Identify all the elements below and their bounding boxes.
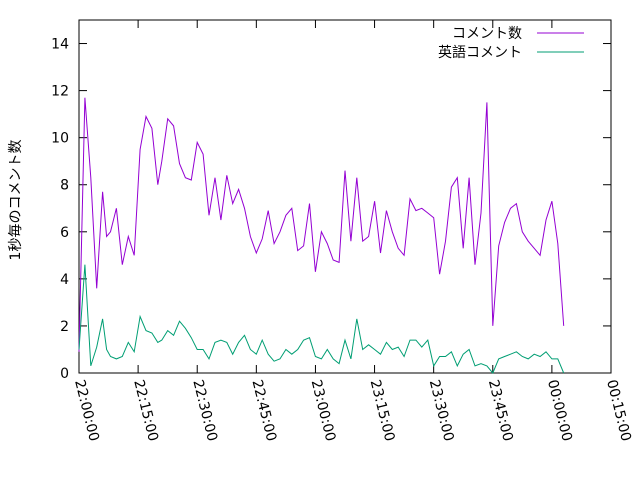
x-axis-ticks: 22:00:00 22:15:00 22:30:00 22:45:00 23:00:00… — [71, 20, 634, 443]
x-tick-label: 22:15:00 — [130, 378, 161, 443]
legend-label-0: コメント数 — [452, 26, 522, 42]
x-tick-label: 23:15:00 — [367, 378, 398, 443]
y-tick-label: 6 — [60, 225, 69, 241]
y-tick-label: 2 — [60, 319, 69, 335]
y-axis-ticks: 0 2 4 6 8 10 12 14 — [51, 37, 611, 382]
y-tick-label: 12 — [51, 84, 69, 100]
x-tick-label: 23:30:00 — [426, 378, 457, 443]
series-line-0 — [78, 97, 565, 352]
plot-frame — [78, 19, 612, 374]
x-tick-label: 23:00:00 — [308, 378, 339, 443]
x-tick-label: 00:15:00 — [603, 378, 634, 443]
y-tick-label: 10 — [51, 131, 69, 147]
y-tick-label: 14 — [51, 37, 69, 53]
y-tick-label: 4 — [60, 272, 69, 288]
x-tick-label: 22:30:00 — [189, 378, 220, 443]
y-tick-label: 0 — [60, 366, 69, 382]
series-line-1 — [78, 264, 565, 374]
series-lines — [78, 97, 565, 374]
x-tick-label: 23:45:00 — [485, 378, 516, 443]
x-tick-label: 00:00:00 — [544, 378, 575, 443]
legend-label-1: 英語コメント — [438, 44, 522, 61]
y-tick-label: 8 — [60, 178, 69, 194]
x-tick-label: 22:45:00 — [248, 378, 279, 443]
plot-border — [78, 19, 612, 374]
y-axis-label: 1秒毎のコメント数 — [8, 140, 24, 261]
x-tick-label: 22:00:00 — [71, 378, 102, 443]
